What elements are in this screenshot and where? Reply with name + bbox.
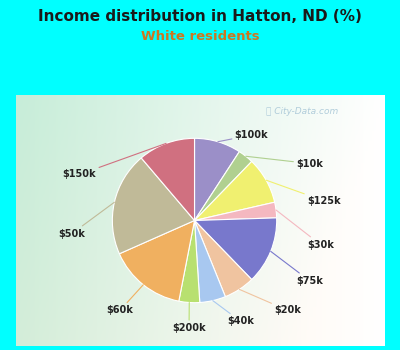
Wedge shape: [141, 138, 194, 220]
Text: $100k: $100k: [218, 130, 268, 142]
Wedge shape: [119, 220, 194, 301]
Wedge shape: [112, 158, 194, 254]
Text: $75k: $75k: [271, 251, 323, 286]
Wedge shape: [179, 220, 200, 303]
Text: $30k: $30k: [276, 210, 334, 250]
Text: $200k: $200k: [172, 302, 206, 333]
Text: Ⓣ City-Data.com: Ⓣ City-Data.com: [266, 107, 338, 116]
Wedge shape: [194, 152, 252, 220]
Text: $20k: $20k: [239, 289, 301, 315]
Wedge shape: [194, 202, 277, 220]
Text: $50k: $50k: [58, 202, 114, 239]
Wedge shape: [194, 220, 252, 297]
Wedge shape: [194, 218, 277, 280]
Wedge shape: [194, 220, 225, 302]
Text: $60k: $60k: [106, 285, 143, 315]
Wedge shape: [194, 161, 275, 220]
Text: $40k: $40k: [213, 301, 254, 326]
Text: $150k: $150k: [63, 144, 166, 180]
Wedge shape: [194, 138, 239, 220]
Text: $125k: $125k: [266, 180, 341, 206]
Text: $10k: $10k: [246, 156, 323, 169]
Text: Income distribution in Hatton, ND (%): Income distribution in Hatton, ND (%): [38, 9, 362, 24]
Text: White residents: White residents: [141, 30, 259, 43]
